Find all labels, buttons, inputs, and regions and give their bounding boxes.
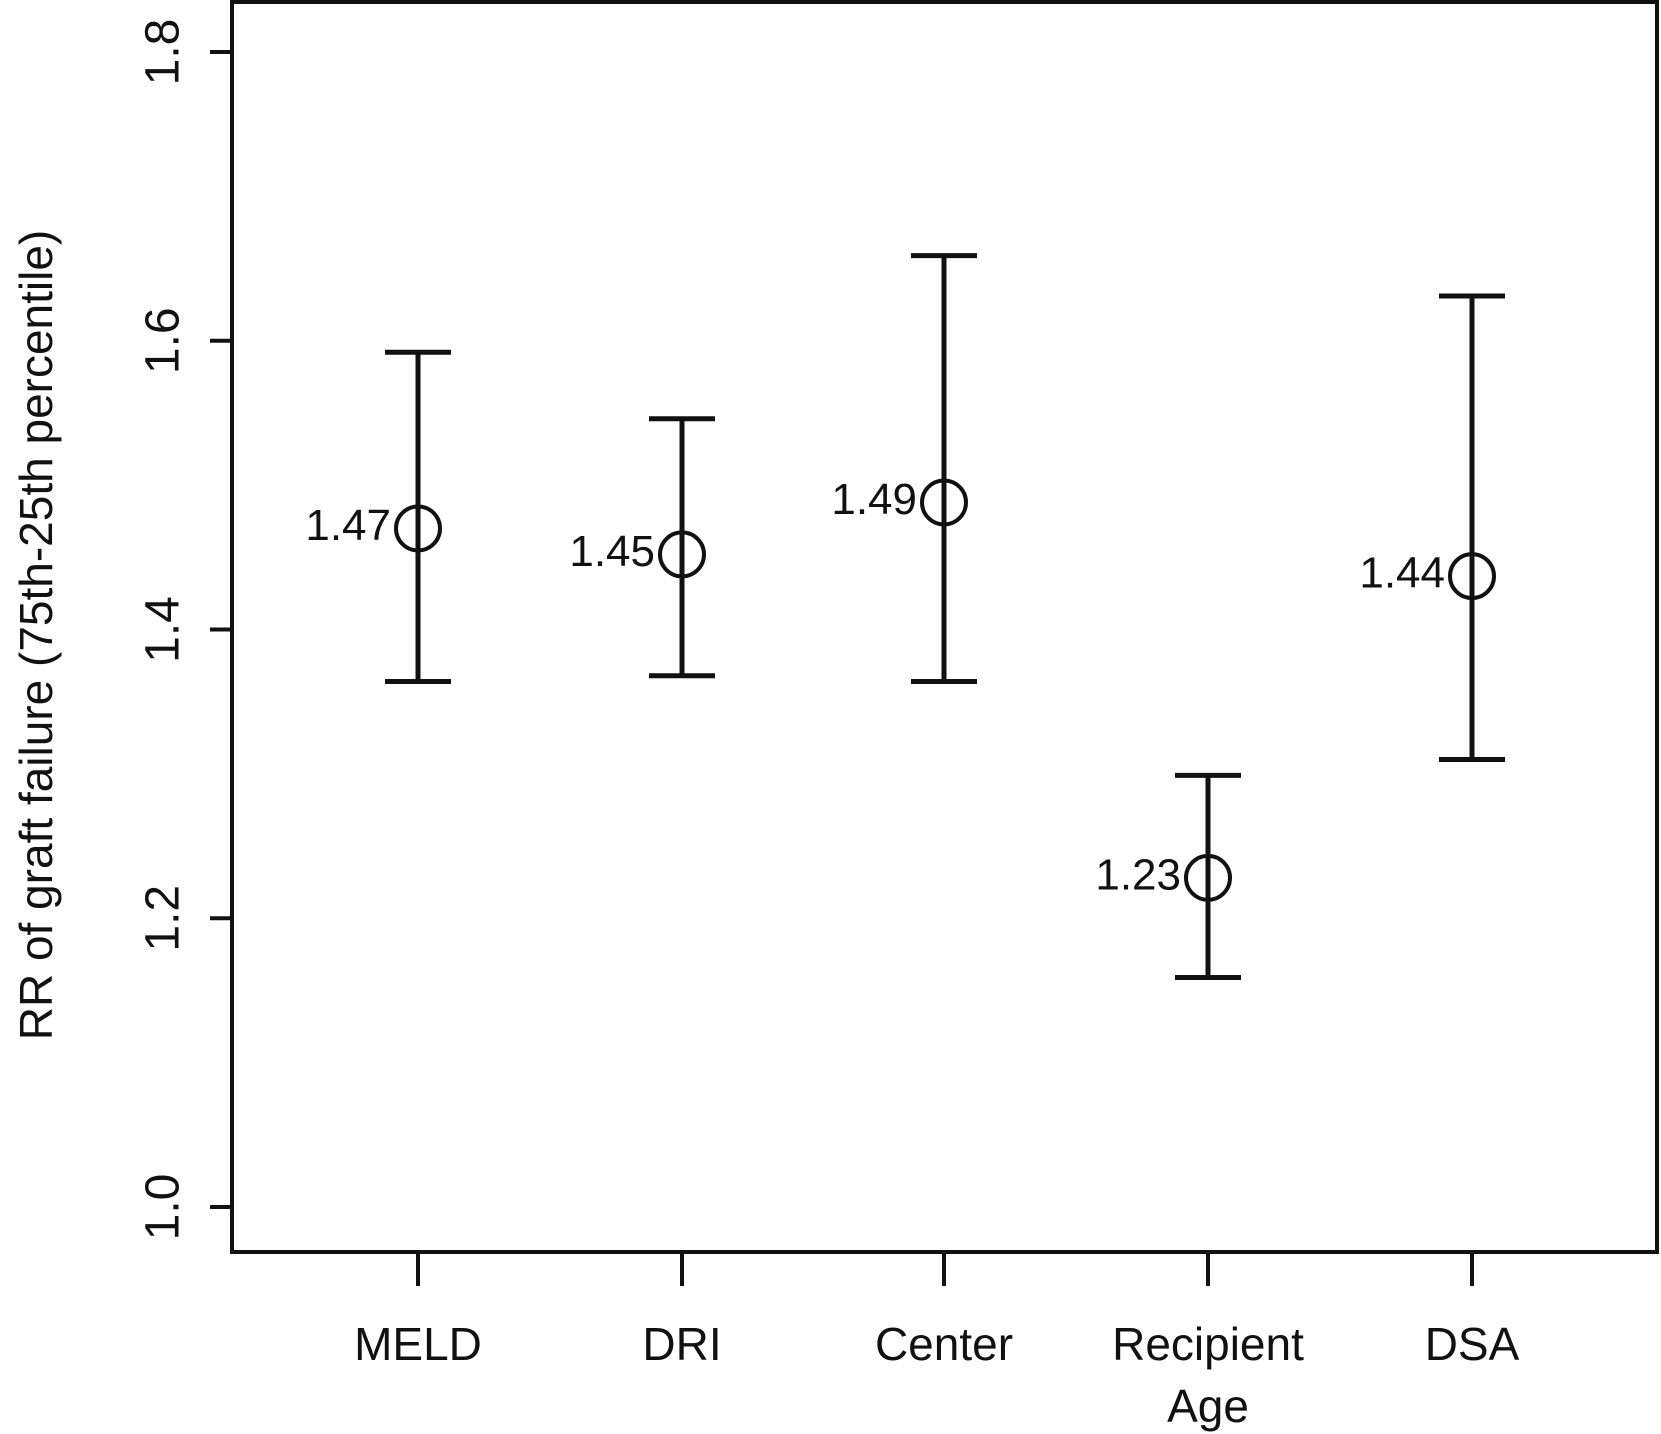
y-tick-label-4: 1.8 — [137, 19, 190, 86]
error-bar-group-1: 1.45 — [569, 416, 715, 679]
error-bar-group-4: 1.44 — [1359, 293, 1505, 762]
x-axis: MELD DRI Center Recipient Age DSA — [354, 1252, 1520, 1432]
plot-frame — [230, 0, 1659, 1254]
y-tick-label-2: 1.4 — [137, 596, 190, 663]
estimate-point-2 — [920, 478, 968, 527]
x-category-label-0-line-0: MELD — [354, 1318, 482, 1370]
estimate-point-3 — [1184, 853, 1232, 902]
y-axis: 1.0 1.2 1.4 1.6 1.8 — [137, 19, 232, 1241]
estimate-point-0 — [394, 504, 442, 553]
plot-area: 1.47 1.45 1.49 1.23 1.44 — [230, 0, 1659, 1254]
y-tick-label-3: 1.6 — [137, 307, 190, 374]
x-category-label-3-line-0: Recipient — [1112, 1318, 1304, 1370]
estimate-label-0: 1.47 — [305, 501, 391, 550]
estimate-label-3: 1.23 — [1095, 850, 1181, 899]
x-category-label-2-line-0: Center — [875, 1318, 1013, 1370]
estimate-point-1 — [658, 530, 706, 579]
error-bar-group-3: 1.23 — [1095, 772, 1241, 980]
estimate-label-4: 1.44 — [1359, 549, 1445, 598]
x-category-label-4-line-0: DSA — [1425, 1318, 1520, 1370]
y-axis-title: RR of graft failure (75th-25th percentil… — [10, 230, 62, 1041]
y-tick-label-0: 1.0 — [137, 1174, 190, 1241]
estimate-point-4 — [1448, 552, 1496, 601]
estimate-label-2: 1.49 — [831, 475, 917, 524]
error-bar-group-2: 1.49 — [831, 253, 977, 684]
y-tick-label-1: 1.2 — [137, 885, 190, 952]
error-bar-group-0: 1.47 — [305, 349, 451, 684]
x-category-label-3-line-1: Age — [1167, 1380, 1249, 1432]
estimate-label-1: 1.45 — [569, 527, 655, 576]
x-category-label-1-line-0: DRI — [642, 1318, 721, 1370]
